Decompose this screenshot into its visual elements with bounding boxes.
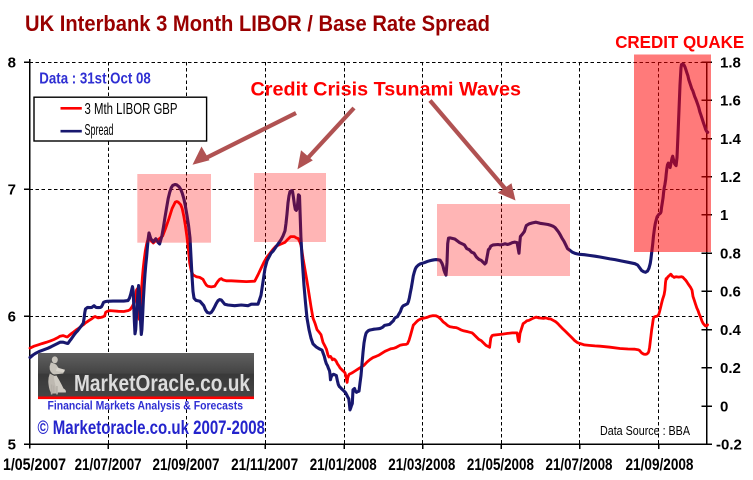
svg-text:21/05/2008: 21/05/2008 bbox=[467, 456, 534, 474]
svg-text:1.6: 1.6 bbox=[720, 93, 741, 110]
svg-text:21/09/2007: 21/09/2007 bbox=[153, 456, 220, 474]
svg-text:Credit Crisis Tsunami Waves: Credit Crisis Tsunami Waves bbox=[251, 79, 522, 101]
svg-text:21/03/2008: 21/03/2008 bbox=[388, 456, 455, 474]
svg-text:21/09/2008: 21/09/2008 bbox=[626, 456, 694, 474]
svg-text:5: 5 bbox=[8, 437, 16, 454]
svg-text:Data : 31st Oct 08: Data : 31st Oct 08 bbox=[39, 71, 151, 88]
svg-text:3 Mth LIBOR GBP: 3 Mth LIBOR GBP bbox=[85, 101, 178, 118]
svg-text:-0.2: -0.2 bbox=[716, 437, 742, 454]
svg-text:7: 7 bbox=[8, 181, 16, 198]
svg-text:0.8: 0.8 bbox=[720, 246, 741, 263]
svg-text:Spread: Spread bbox=[85, 122, 114, 139]
svg-text:0.6: 0.6 bbox=[720, 284, 741, 301]
svg-text:21/07/2007: 21/07/2007 bbox=[75, 456, 142, 474]
svg-text:Data Source : BBA: Data Source : BBA bbox=[600, 423, 690, 438]
svg-text:6: 6 bbox=[8, 309, 16, 326]
svg-text:0.2: 0.2 bbox=[720, 360, 741, 377]
svg-text:Financial Markets Analysis & F: Financial Markets Analysis & Forecasts bbox=[48, 399, 244, 413]
svg-text:© Marketoracle.co.uk 2007-200: © Marketoracle.co.uk 2007-2008 bbox=[38, 418, 266, 439]
svg-text:MarketOracle.co.uk: MarketOracle.co.uk bbox=[74, 370, 251, 396]
svg-text:UK Interbank 3 Month LIBOR / B: UK Interbank 3 Month LIBOR / Base Rate S… bbox=[25, 11, 490, 36]
svg-text:1: 1 bbox=[720, 207, 728, 224]
svg-text:21/07/2008: 21/07/2008 bbox=[546, 456, 613, 474]
svg-text:1.8: 1.8 bbox=[720, 54, 741, 71]
svg-text:1.2: 1.2 bbox=[720, 169, 741, 186]
svg-text:8: 8 bbox=[8, 54, 16, 71]
svg-text:0.4: 0.4 bbox=[720, 322, 742, 339]
svg-text:1.4: 1.4 bbox=[720, 131, 742, 148]
svg-text:0: 0 bbox=[720, 398, 728, 415]
svg-text:1/05/2007: 1/05/2007 bbox=[3, 456, 66, 474]
svg-text:21/11/2007: 21/11/2007 bbox=[231, 456, 298, 474]
svg-text:CREDIT QUAKE: CREDIT QUAKE bbox=[615, 32, 744, 52]
svg-text:21/01/2008: 21/01/2008 bbox=[310, 456, 377, 474]
